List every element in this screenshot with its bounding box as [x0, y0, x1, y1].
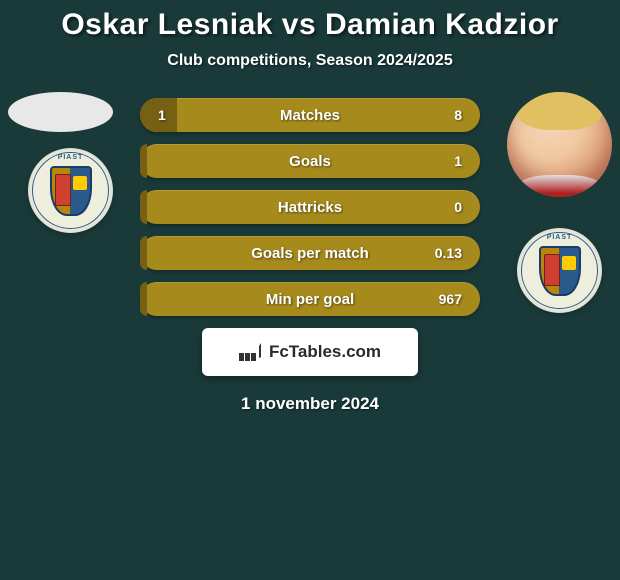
stat-label: Goals per match: [140, 245, 480, 262]
stat-right-value: 1: [454, 153, 462, 169]
player-right-crest: PIAST: [517, 228, 602, 313]
stat-right-value: 0: [454, 199, 462, 215]
brand-badge[interactable]: FcTables.com: [202, 328, 418, 376]
subtitle: Club competitions, Season 2024/2025: [0, 52, 620, 70]
crest-label: PIAST: [28, 154, 113, 161]
stat-right-value: 0.13: [435, 245, 462, 261]
stat-label: Matches: [140, 107, 480, 124]
crest-label: PIAST: [517, 234, 602, 241]
stat-label: Min per goal: [140, 291, 480, 308]
club-crest-icon: PIAST: [28, 148, 113, 233]
page-title: Oskar Lesniak vs Damian Kadzior: [0, 8, 620, 42]
stat-label: Hattricks: [140, 199, 480, 216]
stat-bar: Goals1: [140, 144, 480, 178]
stat-bar: Hattricks0: [140, 190, 480, 224]
stat-right-value: 8: [454, 107, 462, 123]
club-crest-icon: PIAST: [517, 228, 602, 313]
stats-bars: 1Matches8Goals1Hattricks0Goals per match…: [140, 98, 480, 316]
stat-bar: Goals per match0.13: [140, 236, 480, 270]
player-left-crest: PIAST: [28, 148, 113, 233]
chart-icon: [239, 343, 261, 361]
main-area: PIAST PIAST 1Matches8Goals1Hattricks0Goa…: [0, 98, 620, 414]
date-label: 1 november 2024: [20, 394, 600, 414]
brand-text: FcTables.com: [269, 342, 381, 362]
stat-label: Goals: [140, 153, 480, 170]
stat-bar: Min per goal967: [140, 282, 480, 316]
player-left-avatar: [8, 92, 113, 132]
comparison-card: Oskar Lesniak vs Damian Kadzior Club com…: [0, 0, 620, 414]
stat-bar: 1Matches8: [140, 98, 480, 132]
stat-right-value: 967: [439, 291, 462, 307]
player-right-avatar: [507, 92, 612, 197]
